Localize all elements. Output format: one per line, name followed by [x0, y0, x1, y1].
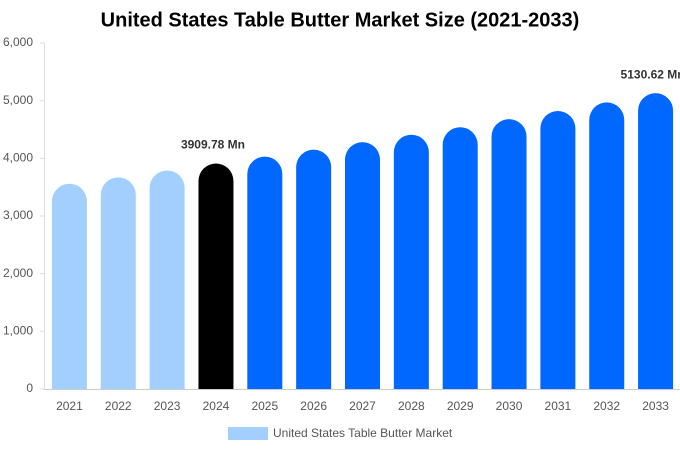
- y-tick-label: 2,000: [3, 266, 33, 280]
- x-tick-label: 2027: [349, 399, 376, 413]
- bar: [296, 149, 332, 389]
- legend-label: United States Table Butter Market: [273, 426, 453, 440]
- bar: [638, 93, 674, 389]
- data-label: 5130.62 Mn: [621, 67, 680, 81]
- bar: [149, 170, 185, 389]
- x-tick-label: 2022: [105, 399, 132, 413]
- x-tick-label: 2029: [447, 399, 474, 413]
- x-tick-label: 2032: [593, 399, 620, 413]
- x-tick-label: 2030: [496, 399, 523, 413]
- y-tick-label: 0: [26, 381, 33, 395]
- x-tick-label: 2031: [545, 399, 572, 413]
- legend-swatch: [228, 427, 268, 440]
- x-tick-label: 2025: [251, 399, 278, 413]
- x-tick-label: 2024: [203, 399, 230, 413]
- bar: [247, 156, 283, 389]
- y-tick-label: 3,000: [3, 208, 33, 222]
- bar: [393, 134, 429, 389]
- y-tick-label: 5,000: [3, 93, 33, 107]
- bar: [51, 183, 87, 389]
- bar: [540, 111, 576, 389]
- bar: [198, 163, 234, 389]
- chart-title: United States Table Butter Market Size (…: [101, 9, 580, 31]
- x-tick-label: 2021: [56, 399, 83, 413]
- x-tick-label: 2028: [398, 399, 425, 413]
- x-tick-label: 2023: [154, 399, 181, 413]
- x-tick-label: 2026: [300, 399, 327, 413]
- y-tick-label: 1,000: [3, 324, 33, 338]
- bar: [345, 142, 380, 389]
- y-tick-label: 4,000: [3, 151, 33, 165]
- bar: [589, 102, 625, 389]
- data-label: 3909.78 Mn: [181, 138, 245, 152]
- y-tick-label: 6,000: [3, 35, 33, 49]
- bar: [491, 119, 527, 390]
- x-tick-label: 2033: [642, 399, 669, 413]
- bar: [442, 127, 478, 389]
- bar: [100, 177, 136, 389]
